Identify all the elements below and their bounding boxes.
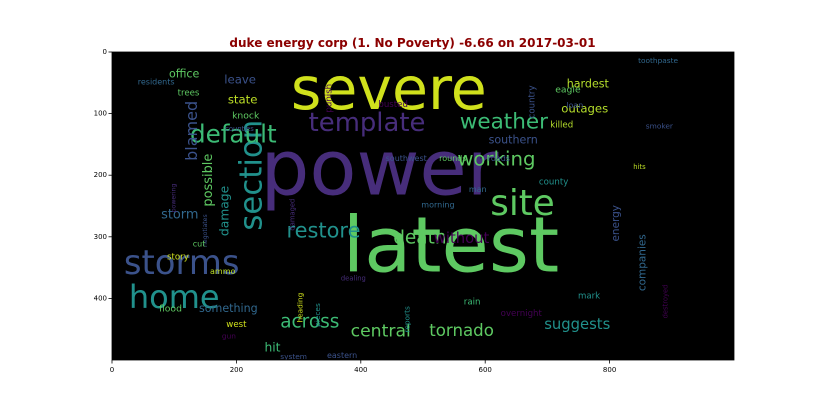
word-hits: hits (633, 163, 646, 171)
word-powering: powering (171, 184, 178, 213)
word-damage: damage (218, 186, 232, 236)
word-story: story (167, 253, 189, 263)
word-death: death (393, 228, 446, 249)
word-eagle: eagle (555, 85, 581, 96)
word-loan: loan (566, 101, 583, 110)
word-gun: gun (222, 331, 236, 340)
word-punish: punish (325, 84, 335, 113)
word-knock: knock (232, 111, 260, 122)
word-country: country (527, 85, 537, 118)
word-reports: reports (402, 306, 411, 333)
word-without: without (434, 230, 490, 247)
word-hardest: hardest (567, 78, 610, 91)
y-tick-label: 400 (94, 294, 107, 302)
word-energy: energy (610, 205, 622, 241)
word-killed: killed (550, 120, 573, 130)
chart-title: duke energy corp (1. No Poverty) -6.66 o… (229, 36, 596, 50)
word-storms: storms (124, 243, 240, 282)
word-default: default (190, 119, 277, 148)
word-counties: counties (225, 125, 254, 133)
word-restore: restore (286, 219, 360, 243)
x-tick-label: 800 (603, 366, 616, 374)
word-eastern: eastern (327, 351, 357, 360)
word-ammo: ammo (210, 267, 235, 276)
word-across: across (280, 311, 339, 332)
word-cut: cut (193, 240, 206, 249)
word-companies: companies (637, 234, 649, 291)
word-mark: mark (578, 292, 600, 302)
plot-area (112, 52, 734, 360)
word-southern: southern (489, 134, 538, 147)
y-tick-label: 100 (94, 110, 107, 118)
word-leave: leave (224, 73, 256, 87)
word-west: west (226, 320, 247, 330)
word-section: section (233, 120, 269, 231)
word-home: home (129, 278, 220, 316)
word-latest: latest (343, 202, 559, 291)
word-dealing: dealing (341, 275, 366, 283)
word-office: office (169, 68, 200, 81)
word-rounds: rounds (439, 154, 466, 163)
word-site: site (490, 183, 555, 224)
y-tick-label: 300 (94, 233, 107, 241)
word-template: template (309, 108, 426, 138)
word-suggests: suggests (544, 316, 610, 333)
word-busted: busted (378, 100, 408, 110)
word-smoker: smoker (646, 121, 674, 130)
word-man: man (469, 185, 487, 194)
y-tick-label: 0 (103, 48, 107, 56)
word-negotiates: negotiates (202, 214, 209, 247)
word-trees: trees (178, 88, 200, 98)
word-central: central (351, 322, 411, 342)
word-flood: flood (159, 303, 182, 314)
x-tick-label: 200 (230, 366, 243, 374)
word-residents: residents (138, 78, 175, 87)
word-system: system (280, 352, 307, 361)
word-heading: heading (295, 292, 304, 322)
word-overnight: overnight (501, 309, 543, 319)
word-power: power (260, 125, 498, 214)
x-tick-label: 0 (110, 366, 114, 374)
word-blamed: blamed (182, 101, 201, 161)
word-roads: roads (488, 154, 510, 163)
word-hit: hit (264, 341, 280, 355)
word-toothpaste: toothpaste (638, 56, 678, 65)
x-tick-label: 400 (354, 366, 367, 374)
word-destroyed: destroyed (662, 285, 670, 319)
word-something: something (199, 302, 258, 315)
word-county: county (539, 178, 568, 188)
word-weather: weather (460, 110, 548, 135)
word-rain: rain (464, 298, 481, 308)
word-tornado: tornado (429, 321, 494, 340)
word-morning: morning (421, 200, 454, 209)
x-tick-label: 600 (479, 366, 492, 374)
word-possible: possible (201, 154, 216, 207)
word-storm: storm (161, 208, 198, 223)
word-state: state (228, 92, 258, 106)
axes: 0 200 400 600 800 0 100 200 300 400 (94, 48, 735, 374)
word-severe: severe (291, 55, 487, 123)
word-damaged: damaged (288, 199, 296, 231)
axes-frame (111, 51, 735, 361)
word-outages: outages (561, 102, 608, 116)
y-tick-label: 200 (94, 171, 107, 179)
word-southwest: southwest (386, 154, 427, 163)
word-working: working (457, 148, 535, 171)
word-pieces: pieces (313, 303, 322, 327)
